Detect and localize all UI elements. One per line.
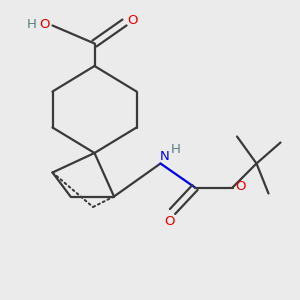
Text: N: N <box>160 149 170 163</box>
Text: O: O <box>39 17 49 31</box>
Text: H: H <box>27 17 37 31</box>
Text: O: O <box>236 179 246 193</box>
Text: O: O <box>128 14 138 28</box>
Text: O: O <box>164 214 175 228</box>
Text: H: H <box>171 142 181 156</box>
